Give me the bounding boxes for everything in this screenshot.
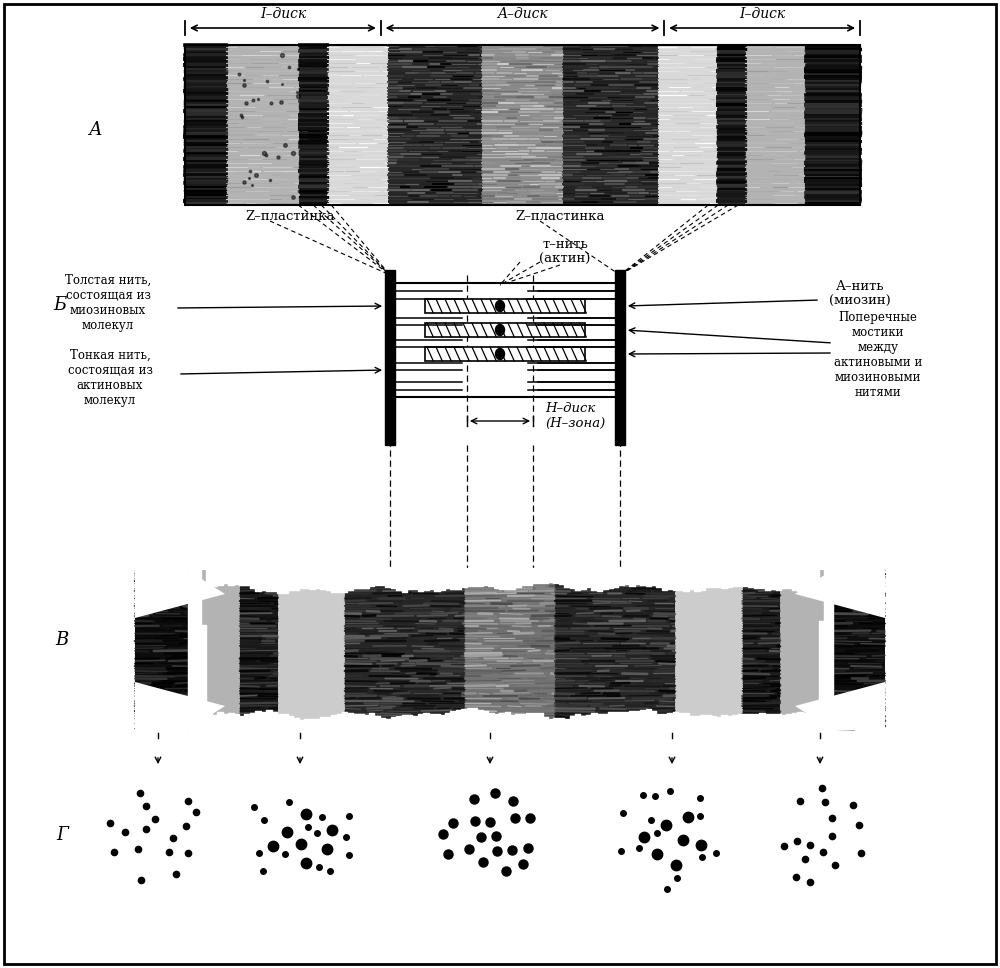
Text: т–нить
(актин): т–нить (актин)	[539, 238, 591, 266]
Text: Г: Г	[56, 826, 68, 844]
Text: Б: Б	[53, 296, 67, 314]
Polygon shape	[795, 682, 885, 730]
Bar	[563, 45, 658, 205]
Bar	[185, 45, 226, 205]
Text: H–диск
(H–зона): H–диск (H–зона)	[545, 402, 605, 430]
Bar	[718, 45, 745, 205]
Bar	[188, 570, 240, 730]
Text: Поперечные
мостики
между
актиновыми и
миозиновыми
нитями: Поперечные мостики между актиновыми и ми…	[834, 311, 922, 399]
Ellipse shape	[496, 324, 505, 336]
Bar	[388, 45, 482, 205]
Bar	[226, 45, 306, 205]
Bar	[832, 570, 885, 730]
Bar	[385, 270, 395, 445]
Bar	[482, 45, 563, 205]
Text: A–диск: A–диск	[497, 7, 548, 21]
Bar	[745, 45, 806, 205]
Bar	[425, 299, 585, 313]
Polygon shape	[135, 570, 225, 618]
Bar	[780, 570, 832, 730]
Bar	[240, 570, 278, 730]
Text: Z–пластинка: Z–пластинка	[515, 209, 605, 223]
Bar	[135, 570, 188, 730]
Text: Тонкая нить,
состоящая из
актиновых
молекул: Тонкая нить, состоящая из актиновых моле…	[68, 349, 152, 407]
Polygon shape	[795, 570, 885, 618]
Polygon shape	[135, 682, 225, 730]
Bar	[327, 45, 388, 205]
Text: Толстая нить,
состоящая из
миозиновых
молекул: Толстая нить, состоящая из миозиновых мо…	[65, 274, 151, 332]
Text: Z–пластинка: Z–пластинка	[245, 209, 335, 223]
Bar	[135, 570, 885, 730]
Bar	[185, 45, 860, 205]
Bar	[185, 45, 860, 205]
Bar	[425, 347, 585, 361]
Text: I–диск: I–диск	[739, 7, 785, 21]
Text: I–диск: I–диск	[260, 7, 306, 21]
Text: А: А	[88, 121, 102, 139]
Bar	[278, 570, 345, 730]
Ellipse shape	[496, 300, 505, 312]
Text: А–нить
(миозин): А–нить (миозин)	[829, 280, 891, 308]
Bar	[345, 570, 465, 730]
Bar	[300, 45, 327, 205]
Bar	[675, 570, 742, 730]
Text: В: В	[55, 631, 69, 649]
Bar	[555, 570, 675, 730]
Bar	[465, 570, 555, 730]
Ellipse shape	[496, 348, 505, 359]
Bar	[615, 270, 625, 445]
Bar	[425, 323, 585, 337]
Bar	[742, 570, 780, 730]
Bar	[658, 45, 718, 205]
Bar	[806, 45, 860, 205]
